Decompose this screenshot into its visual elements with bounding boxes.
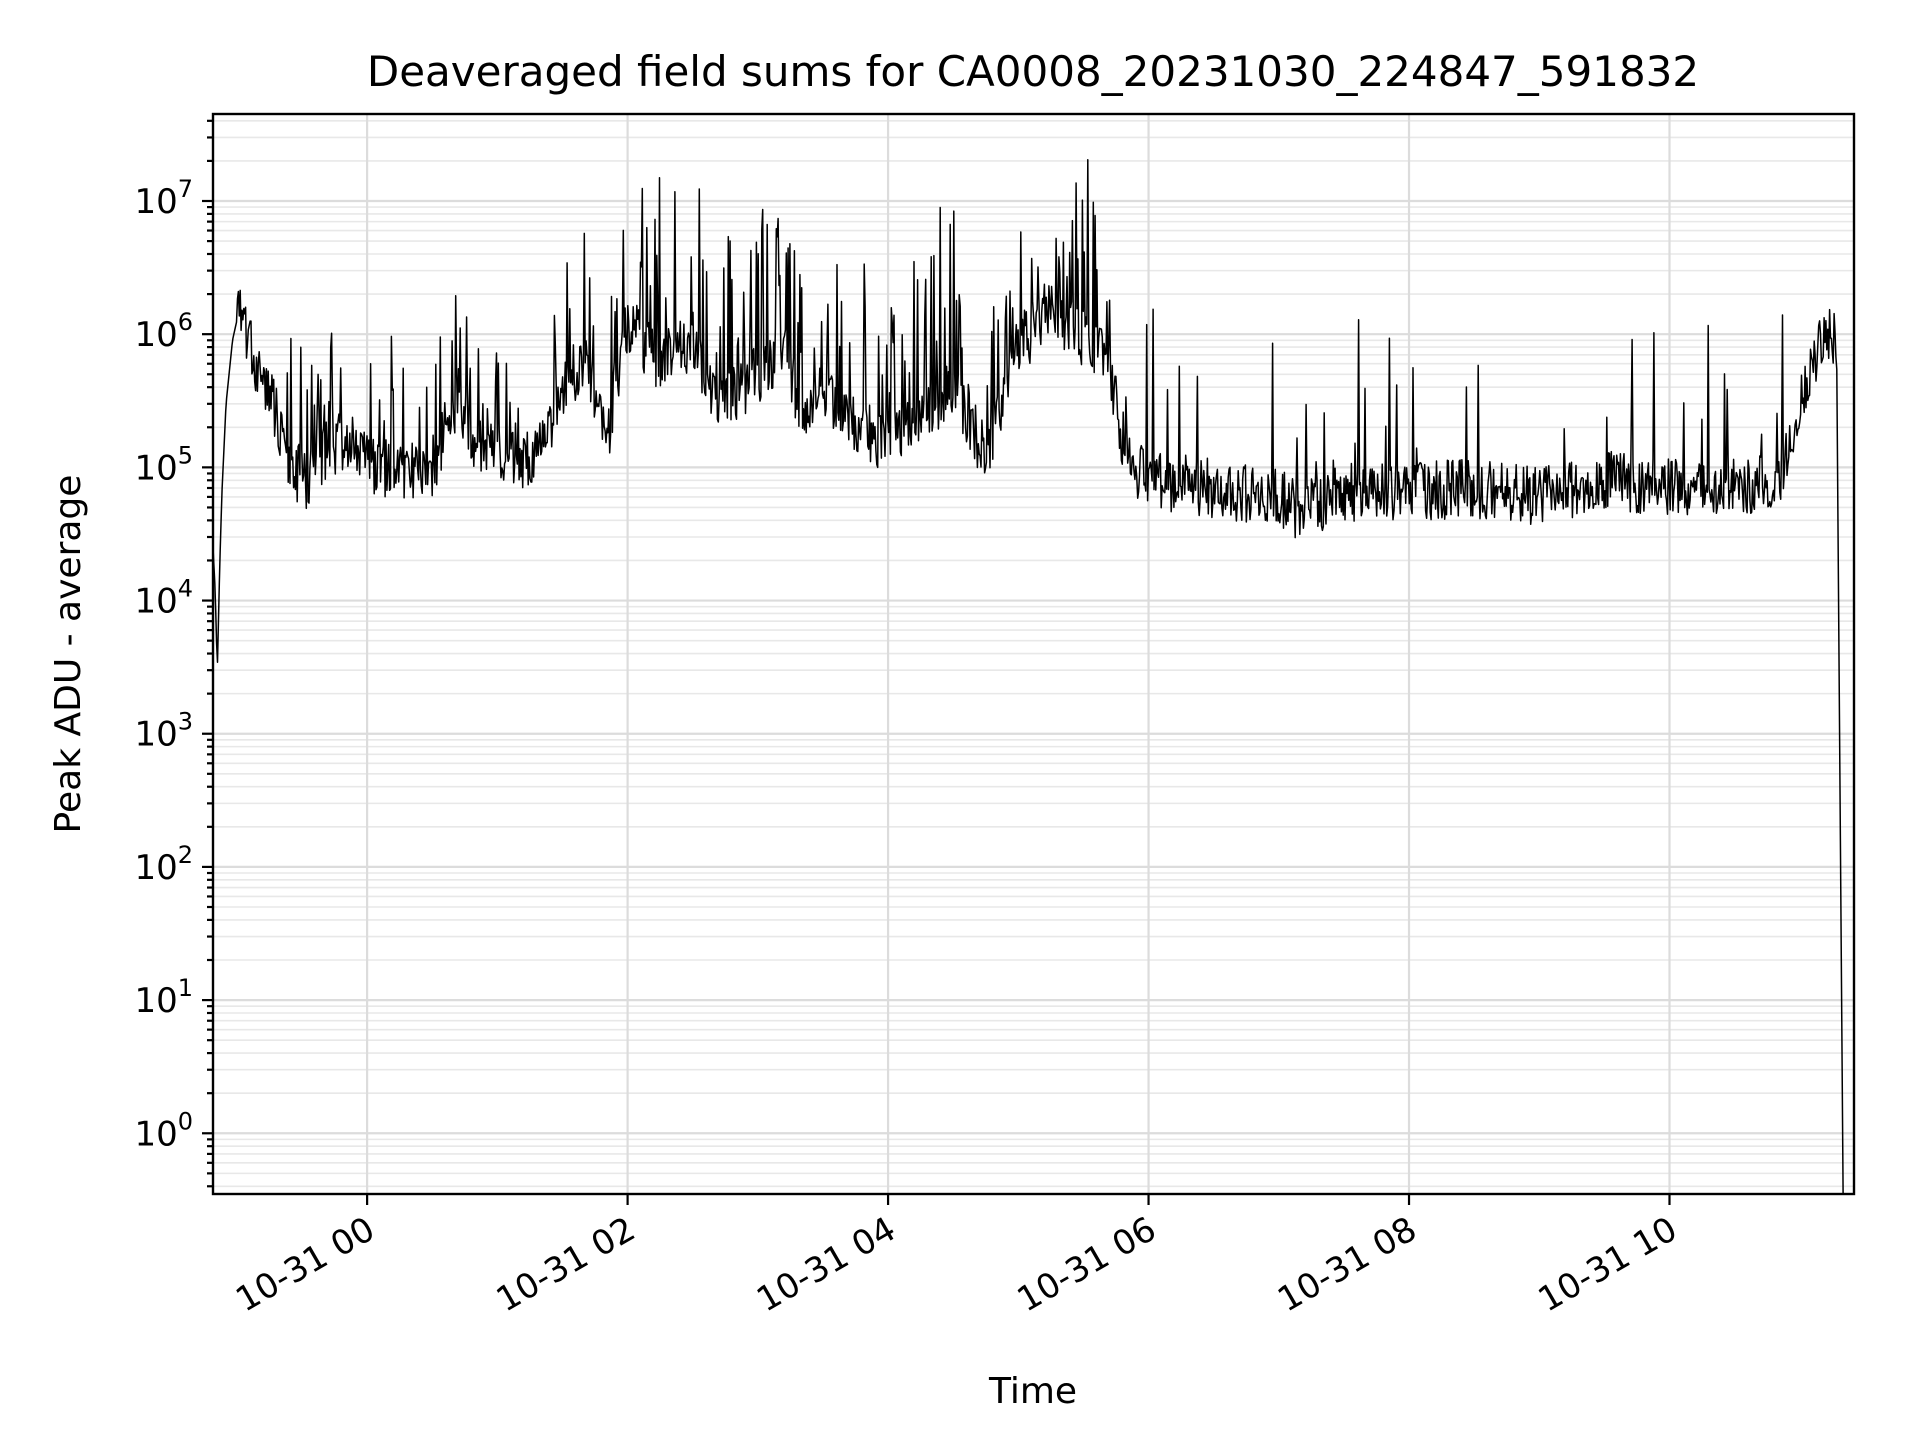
y-tick-exponent: 0	[178, 1107, 193, 1135]
y-tick-exponent: 5	[178, 441, 193, 469]
grid	[213, 114, 1854, 1194]
y-tick-base: 10	[134, 182, 177, 222]
y-tick-exponent: 7	[178, 175, 193, 203]
y-tick-base: 10	[134, 981, 177, 1021]
y-tick-exponent: 3	[178, 708, 193, 736]
y-tick-label: 107	[134, 175, 193, 222]
y-tick-exponent: 1	[178, 974, 193, 1002]
y-tick-exponent: 6	[178, 308, 193, 336]
y-tick-label: 105	[134, 441, 193, 488]
y-tick-exponent: 2	[178, 841, 193, 869]
y-tick-label: 106	[134, 308, 193, 355]
y-tick-base: 10	[134, 715, 177, 755]
chart-title: Deaveraged field sums for CA0008_2023103…	[367, 47, 1699, 96]
y-tick-base: 10	[134, 448, 177, 488]
y-tick-label: 104	[134, 575, 193, 622]
series-line	[212, 159, 1844, 1195]
y-tick-exponent: 4	[178, 575, 193, 603]
y-tick-label: 102	[134, 841, 193, 888]
y-tick-base: 10	[134, 848, 177, 888]
y-tick-label: 100	[134, 1107, 193, 1154]
y-tick-base: 10	[134, 582, 177, 622]
y-axis-label: Peak ADU - average	[48, 475, 89, 834]
x-axis-label: Time	[988, 1371, 1077, 1412]
y-tick-label: 103	[134, 708, 193, 755]
y-tick-base: 10	[134, 1114, 177, 1154]
y-tick-base: 10	[134, 315, 177, 355]
y-tick-label: 101	[134, 974, 193, 1021]
series-layer	[212, 159, 1844, 1195]
